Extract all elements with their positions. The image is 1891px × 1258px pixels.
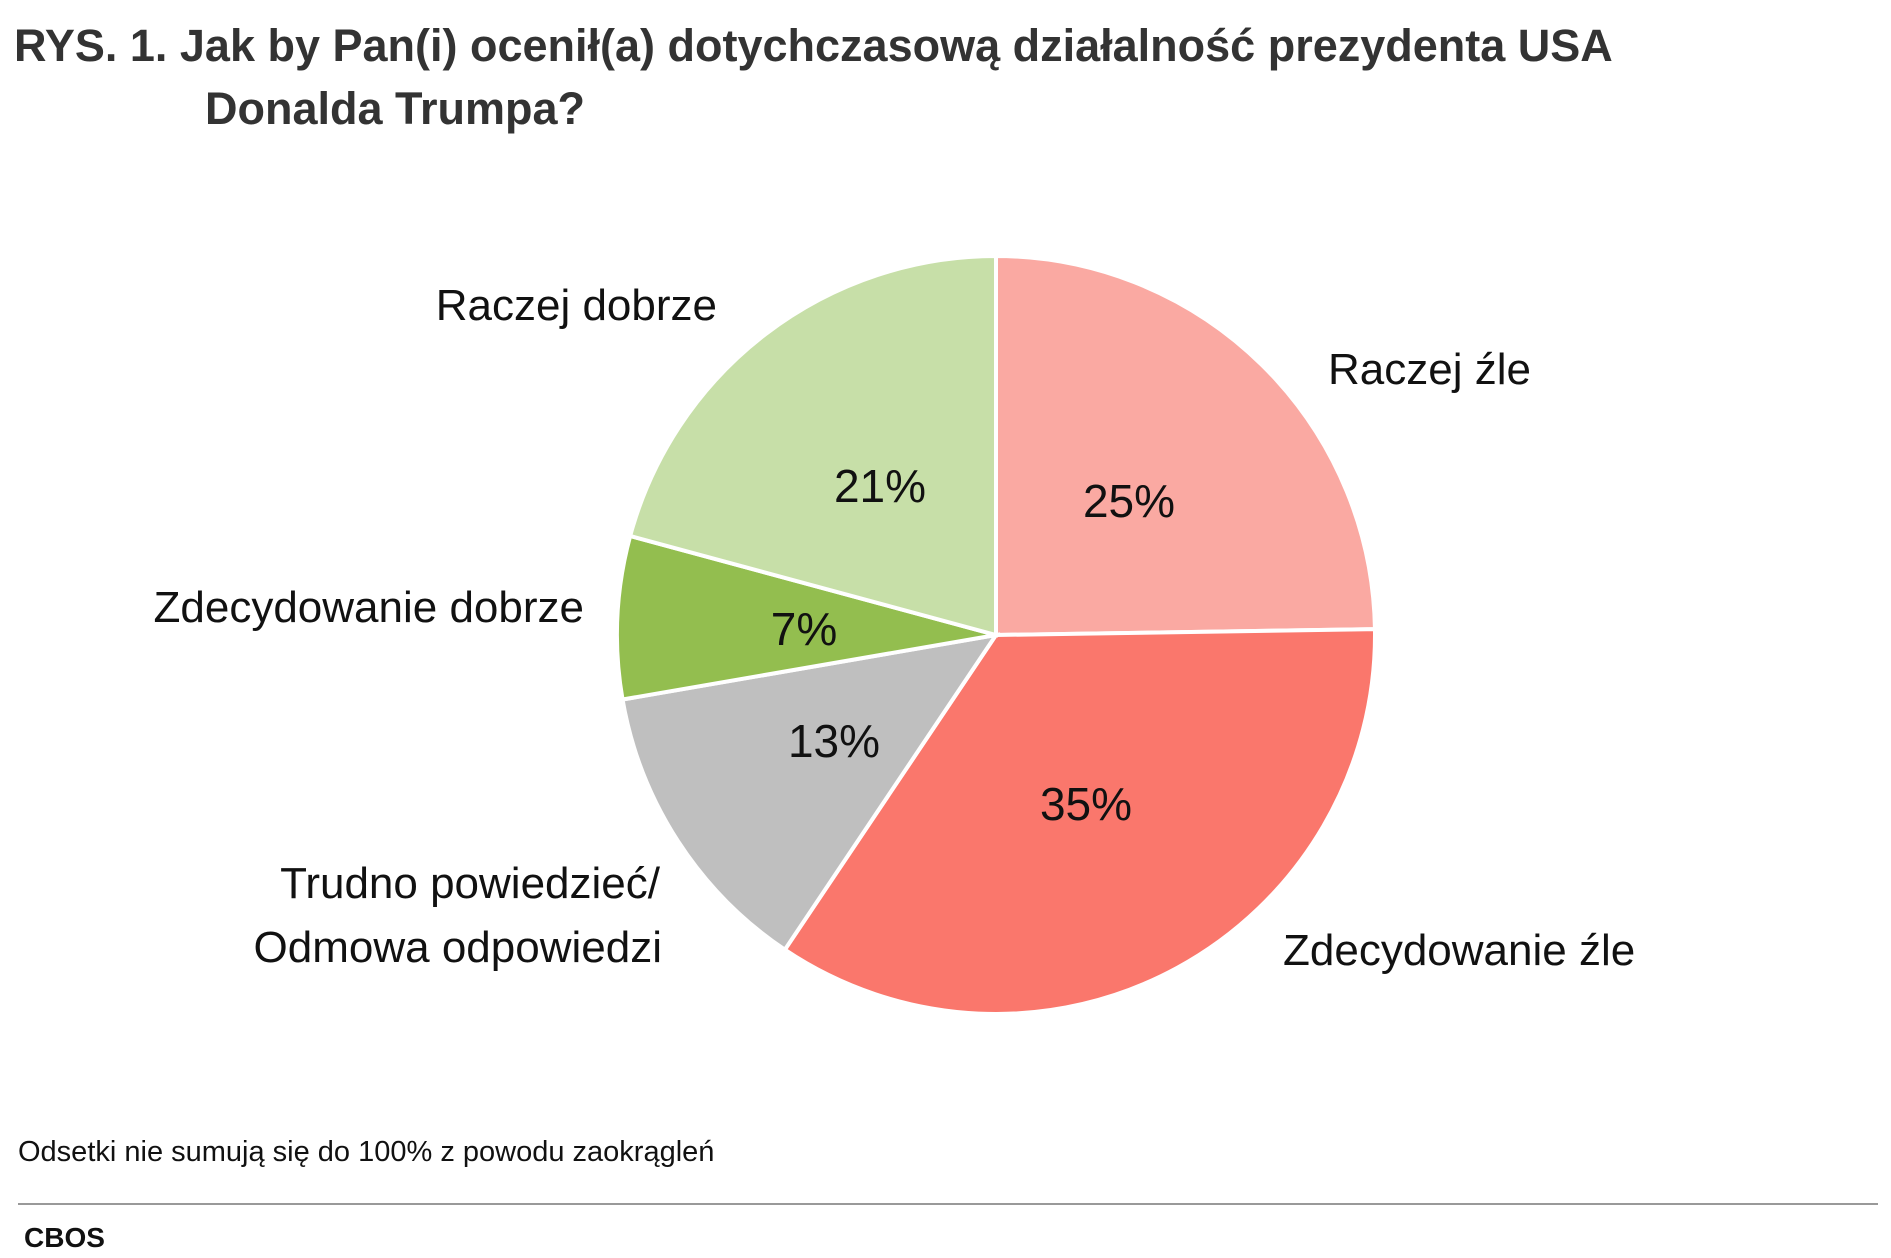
value-label-zdecydowanie-dobrze: 7% <box>771 603 837 655</box>
value-label-raczej-dobrze: 21% <box>834 460 926 512</box>
pie-slice-1 <box>782 627 1377 1016</box>
label-zdecydowanie-dobrze: Zdecydowanie dobrze <box>154 583 584 632</box>
label-raczej-zle: Raczej źle <box>1328 345 1531 394</box>
divider <box>18 1203 1878 1205</box>
value-label-zdecydowanie-zle: 35% <box>1040 778 1132 830</box>
pie-slice-4 <box>627 253 998 638</box>
label-raczej-dobrze: Raczej dobrze <box>436 281 717 330</box>
pie-slice-0 <box>994 253 1377 638</box>
footnote: Odsetki nie sumują się do 100% z powodu … <box>18 1136 715 1168</box>
title-line-1: RYS. 1. Jak by Pan(i) ocenił(a) dotychcz… <box>14 20 1613 71</box>
pie-slice-3 <box>615 533 997 702</box>
label-odmowa-odpowiedzi: Odmowa odpowiedzi <box>254 923 662 972</box>
chart-title: RYS. 1. Jak by Pan(i) ocenił(a) dotychcz… <box>14 14 1613 140</box>
label-trudno-powiedziec: Trudno powiedzieć/ <box>280 859 661 908</box>
value-label-trudno: 13% <box>788 715 880 767</box>
source-logo: CBOS <box>24 1222 105 1253</box>
pie-slice-2 <box>620 632 1001 953</box>
value-label-raczej-zle: 25% <box>1083 475 1175 527</box>
label-zdecydowanie-zle: Zdecydowanie źle <box>1283 926 1635 975</box>
title-line-2: Donalda Trumpa? <box>205 83 586 134</box>
